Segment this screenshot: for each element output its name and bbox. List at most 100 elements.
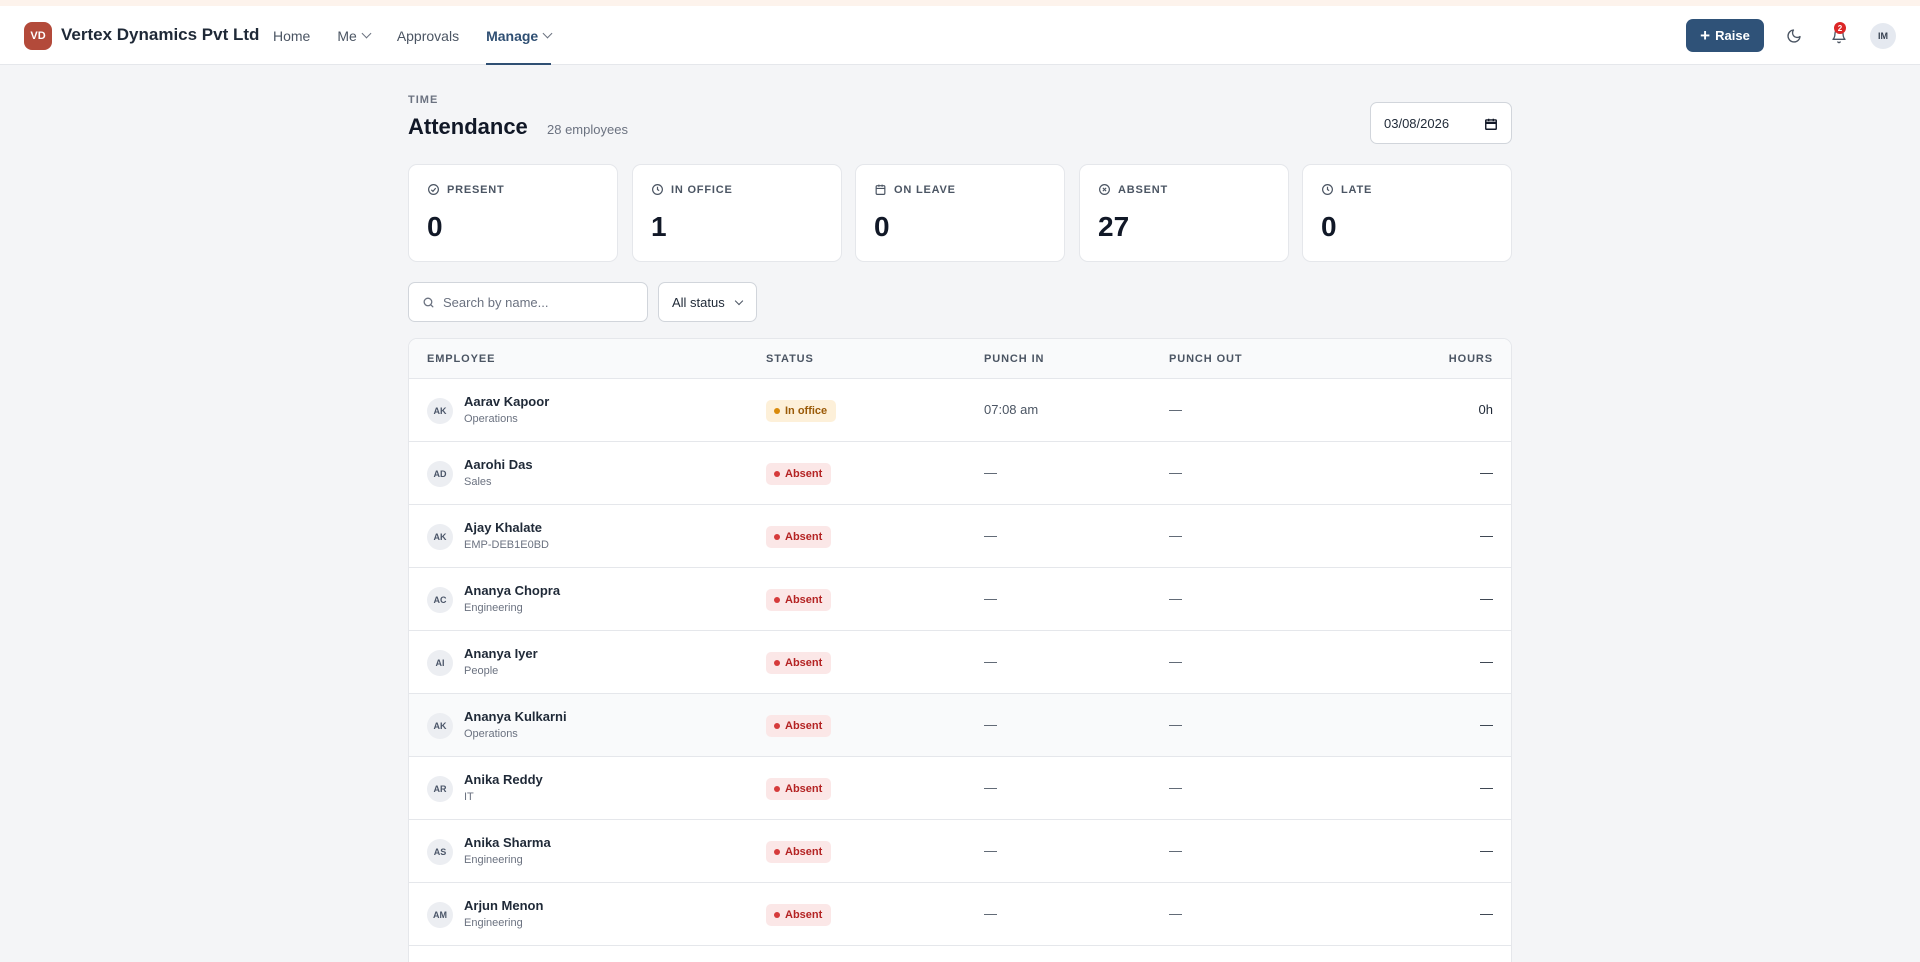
employee-department: Engineering xyxy=(464,854,523,866)
table-row[interactable]: AK Aarav Kapoor Operations In office 07:08 a… xyxy=(409,379,1511,442)
column-header-hours[interactable]: HOURS xyxy=(1448,353,1493,365)
employee-avatar: AK xyxy=(427,398,453,424)
employee-avatar: AR xyxy=(427,776,453,802)
column-header-punch-out[interactable]: PUNCH OUT xyxy=(1169,353,1243,365)
top-navbar: VD Vertex Dynamics Pvt Ltd Home Me Appro… xyxy=(0,6,1920,65)
stat-label-late: LATE xyxy=(1321,183,1372,196)
status-dot-icon xyxy=(774,597,780,603)
user-avatar[interactable]: IM xyxy=(1870,23,1896,49)
chevron-down-icon xyxy=(361,28,372,39)
stat-card-in-office: IN OFFICE 1 xyxy=(632,164,842,262)
punch-out-cell: — xyxy=(1169,465,1182,480)
nav-approvals[interactable]: Approvals xyxy=(397,6,459,65)
hours-cell: — xyxy=(1480,906,1493,921)
column-header-status[interactable]: STATUS xyxy=(766,353,814,365)
stat-value-present: 0 xyxy=(427,211,443,242)
date-picker[interactable]: 03/08/2026 xyxy=(1370,102,1512,144)
status-dot-icon xyxy=(774,471,780,477)
stat-card-present: PRESENT 0 xyxy=(408,164,618,262)
employee-avatar: AK xyxy=(427,713,453,739)
hours-cell: — xyxy=(1480,591,1493,606)
company-logo[interactable]: VD xyxy=(24,22,52,50)
employee-name[interactable]: Anika Reddy xyxy=(464,772,543,787)
employee-name[interactable]: Arjun Menon xyxy=(464,898,544,913)
hours-cell: — xyxy=(1480,843,1493,858)
search-icon xyxy=(423,297,434,307)
employee-department: Sales xyxy=(464,476,492,488)
employee-name[interactable]: Ananya Iyer xyxy=(464,646,538,661)
search-field[interactable] xyxy=(408,282,648,322)
company-name[interactable]: Vertex Dynamics Pvt Ltd xyxy=(61,25,260,44)
notification-count-badge: 2 xyxy=(1834,22,1846,34)
chevron-down-icon xyxy=(734,296,744,306)
punch-in-cell: — xyxy=(984,843,997,858)
employee-count: 28 employees xyxy=(547,122,628,137)
table-row[interactable]: AR Anika Reddy IT Absent — — — xyxy=(409,757,1511,820)
hours-cell: — xyxy=(1480,654,1493,669)
nav-me[interactable]: Me xyxy=(337,6,372,65)
chevron-down-icon xyxy=(542,28,553,39)
stat-label-text: PRESENT xyxy=(447,183,505,196)
status-badge: Absent xyxy=(766,463,832,485)
employee-avatar: AI xyxy=(427,650,453,676)
punch-out-cell: — xyxy=(1169,906,1182,921)
status-filter-select[interactable]: All status xyxy=(658,282,757,322)
status-dot-icon xyxy=(774,912,780,918)
stat-value-on-leave: 0 xyxy=(874,211,890,242)
status-badge-label: Absent xyxy=(785,531,823,543)
employee-name[interactable]: Ajay Khalate xyxy=(464,520,543,535)
nav-manage[interactable]: Manage xyxy=(486,6,553,65)
punch-in-cell: — xyxy=(984,465,997,480)
employee-name[interactable]: Anika Sharma xyxy=(464,835,551,850)
raise-button[interactable]: + Raise xyxy=(1686,19,1764,52)
table-row[interactable]: AM Arjun Menon Engineering Absent — — — xyxy=(409,883,1511,946)
stat-label-in-office: IN OFFICE xyxy=(651,183,733,196)
table-row[interactable]: AI Ananya Iyer People Absent — — — xyxy=(409,631,1511,694)
punch-out-cell: — xyxy=(1169,843,1182,858)
stat-value-absent: 27 xyxy=(1098,211,1130,242)
status-badge: Absent xyxy=(766,652,832,674)
stat-label-text: ON LEAVE xyxy=(894,183,956,196)
punch-out-cell: — xyxy=(1169,717,1182,732)
status-badge: Absent xyxy=(766,904,832,926)
punch-in-cell: — xyxy=(984,654,997,669)
calendar-icon xyxy=(875,184,886,195)
nav-me-label: Me xyxy=(337,27,357,44)
calendar-icon[interactable] xyxy=(1484,117,1498,131)
employee-name[interactable]: Aarav Kapoor xyxy=(464,394,550,409)
employee-name[interactable]: Aarohi Das xyxy=(464,457,533,472)
status-filter-value: All status xyxy=(672,294,725,310)
status-dot-icon xyxy=(774,660,780,666)
clock-icon xyxy=(652,184,663,195)
attendance-table: EMPLOYEE STATUS PUNCH IN PUNCH OUT HOURS… xyxy=(408,338,1512,962)
table-header: EMPLOYEE STATUS PUNCH IN PUNCH OUT HOURS xyxy=(409,339,1511,379)
theme-toggle-moon-icon[interactable] xyxy=(1784,26,1804,46)
section-label: TIME xyxy=(408,94,439,106)
status-badge: In office xyxy=(766,400,837,422)
table-row[interactable]: AS Anika Sharma Engineering Absent — — — xyxy=(409,820,1511,883)
employee-name[interactable]: Ananya Kulkarni xyxy=(464,709,567,724)
x-circle-icon xyxy=(1099,184,1110,195)
stat-label-text: IN OFFICE xyxy=(671,183,733,196)
nav-approvals-label: Approvals xyxy=(396,27,460,44)
status-badge-label: Absent xyxy=(785,909,823,921)
status-badge: Absent xyxy=(766,589,832,611)
employee-department: Operations xyxy=(464,728,518,740)
column-header-punch-in[interactable]: PUNCH IN xyxy=(984,353,1045,365)
search-input[interactable] xyxy=(443,294,633,310)
table-row[interactable]: AD Aarohi Das Sales Absent — — — xyxy=(409,442,1511,505)
employee-department: Engineering xyxy=(464,602,523,614)
column-header-employee[interactable]: EMPLOYEE xyxy=(427,353,496,365)
employee-avatar: AC xyxy=(427,587,453,613)
stat-label-on-leave: ON LEAVE xyxy=(874,183,956,196)
table-row[interactable]: AK Ajay Khalate EMP-DEB1E0BD Absent — — — xyxy=(409,505,1511,568)
employee-name[interactable]: Ananya Chopra xyxy=(464,583,561,598)
raise-label: Raise xyxy=(1715,28,1750,43)
date-value: 03/08/2026 xyxy=(1384,115,1450,131)
table-row[interactable]: AK Ananya Kulkarni Operations Absent — — — xyxy=(409,694,1511,757)
status-badge: Absent xyxy=(766,778,832,800)
stat-label-text: LATE xyxy=(1341,183,1373,196)
table-row[interactable]: AC Ananya Chopra Engineering Absent — — — xyxy=(409,568,1511,631)
nav-home[interactable]: Home xyxy=(273,6,310,65)
stat-label-text: ABSENT xyxy=(1118,183,1169,196)
